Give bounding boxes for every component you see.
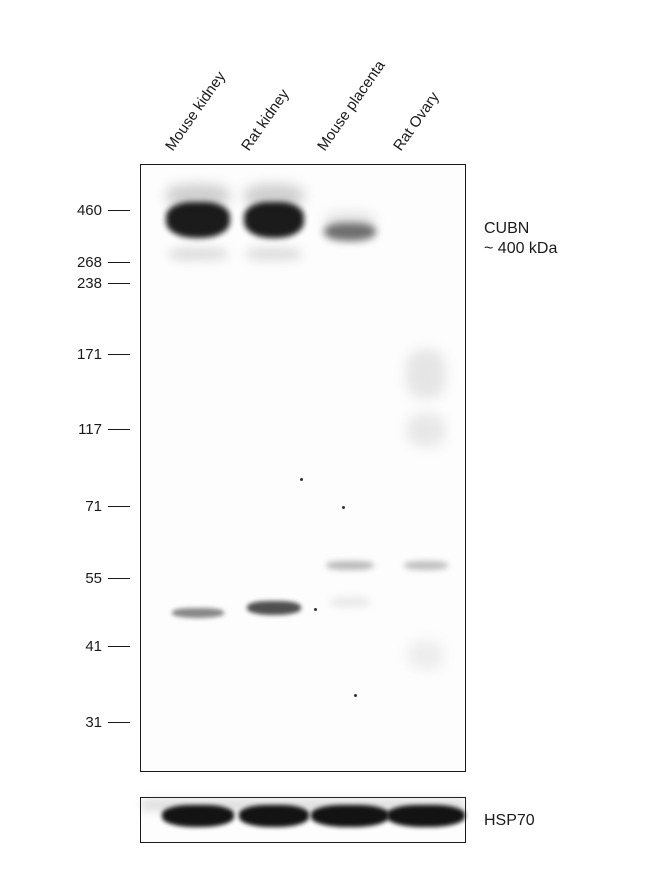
loading-control-band <box>162 805 234 827</box>
blot-smear <box>407 413 445 447</box>
loading-control-band <box>239 805 309 827</box>
blot-speck <box>300 478 303 481</box>
blot-band <box>326 561 374 570</box>
blot-smear <box>406 349 446 399</box>
blot-band <box>247 601 301 615</box>
blot-band <box>244 202 304 238</box>
band-layer <box>0 0 650 888</box>
blot-speck <box>354 694 357 697</box>
blot-smear <box>330 597 370 607</box>
blot-band <box>166 202 230 238</box>
blot-speck <box>314 608 317 611</box>
loading-control-band <box>311 805 389 827</box>
figure-container: Mouse kidney Rat kidney Mouse placenta R… <box>0 0 650 888</box>
blot-speck <box>342 506 345 509</box>
blot-band <box>404 561 448 570</box>
blot-band <box>172 608 224 618</box>
blot-band <box>324 223 376 241</box>
blot-smear <box>168 247 228 261</box>
blot-smear <box>246 247 302 261</box>
loading-control-band <box>387 805 465 827</box>
blot-smear <box>408 640 444 670</box>
